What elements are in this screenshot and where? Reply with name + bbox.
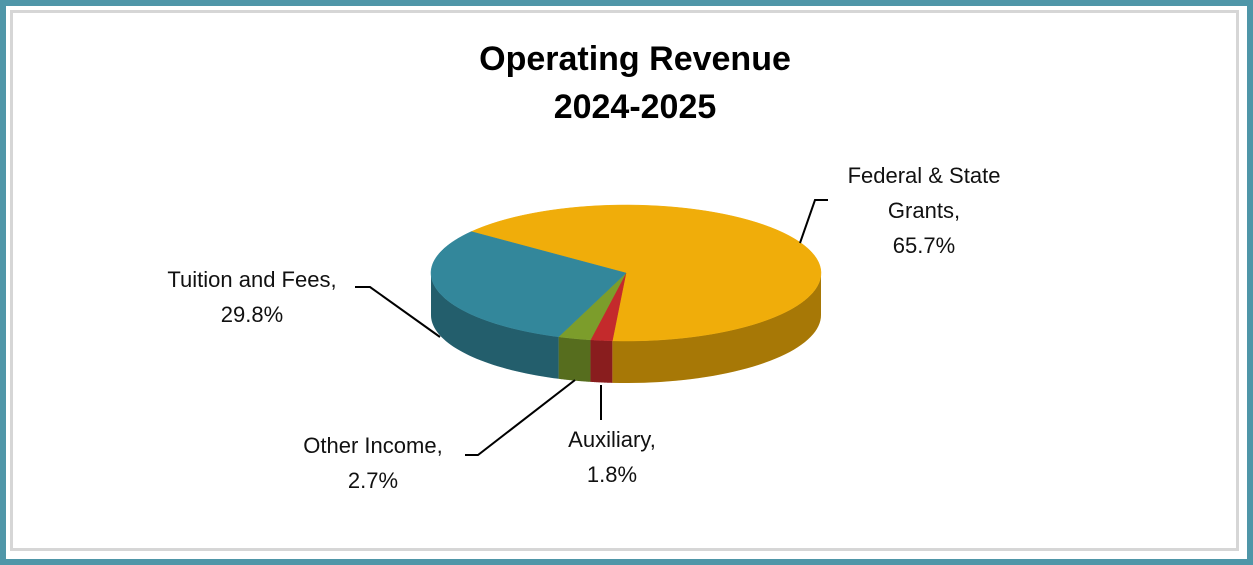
slice-side-shade	[612, 273, 821, 383]
slice-side	[431, 273, 559, 379]
label-value: 29.8%	[220, 302, 284, 327]
leader-line	[799, 199, 828, 244]
label-separator: ,	[649, 427, 656, 452]
label-separator: ,	[953, 198, 961, 223]
label-value: 1.8%	[586, 462, 638, 487]
data-label: Other Income, 2.7%	[273, 428, 473, 498]
slice-side-shade	[590, 339, 613, 383]
label-separator: ,	[436, 433, 443, 458]
label-value: 65.7%	[892, 233, 956, 258]
slice-side	[612, 273, 821, 383]
leader-line	[465, 379, 576, 456]
slice	[558, 272, 627, 341]
label-value: 2.7%	[347, 468, 399, 493]
label-category: Federal & State Grants	[847, 163, 1001, 223]
label-category: Auxiliary	[568, 427, 650, 452]
chart-subtitle: 2024-2025	[554, 88, 717, 126]
label-category: Other Income	[303, 433, 437, 458]
leader-line	[355, 286, 441, 338]
data-label: Auxiliary, 1.8%	[537, 422, 687, 492]
slice	[430, 231, 627, 338]
chart-border	[10, 10, 1239, 551]
slice-side	[590, 339, 613, 383]
data-label: Tuition and Fees, 29.8%	[132, 262, 372, 332]
slice-side-shade	[558, 336, 591, 382]
slice-side	[558, 336, 591, 382]
slice-side-shade	[431, 273, 559, 379]
data-label: Federal & State Grants, 65.7%	[824, 158, 1024, 263]
label-separator: ,	[330, 267, 337, 292]
label-category: Tuition and Fees	[167, 267, 331, 292]
slice	[470, 204, 822, 342]
chart-title: Operating Revenue	[479, 40, 791, 78]
